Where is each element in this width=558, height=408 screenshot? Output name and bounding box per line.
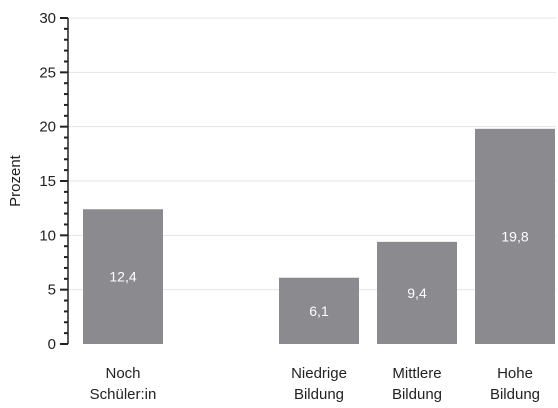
x-category-label: Hohe Bildung: [490, 365, 540, 403]
bar: [377, 241, 457, 344]
bar: [475, 128, 555, 344]
x-category-label: Niedrige Bildung: [291, 365, 347, 403]
bars: 12,4 6,1 9,4 19,8: [83, 128, 555, 344]
y-tick-label: 10: [39, 227, 56, 244]
y-tick-label: 25: [39, 64, 56, 81]
y-axis-title: Prozent: [7, 154, 24, 207]
bar-value-label: 19,8: [501, 228, 528, 244]
x-axis-labels: Noch Schüler:in Niedrige Bildung Mittlere Bil…: [90, 365, 540, 403]
y-tick-label: 0: [48, 336, 56, 353]
bar-value-label: 9,4: [407, 285, 427, 301]
bar-value-label: 12,4: [109, 269, 136, 285]
x-category-label: Mittlere Bildung: [392, 365, 442, 403]
y-axis: 0 5 10 15 20 25 30: [39, 10, 69, 353]
x-category-label: Noch Schüler:in: [90, 365, 157, 403]
bar: [279, 277, 359, 344]
bar: [83, 209, 163, 344]
y-tick-label: 5: [48, 282, 56, 299]
bar-value-label: 6,1: [309, 303, 329, 319]
y-tick-label: 20: [39, 119, 56, 136]
y-tick-label: 30: [39, 10, 56, 27]
y-tick-label: 15: [39, 173, 56, 190]
